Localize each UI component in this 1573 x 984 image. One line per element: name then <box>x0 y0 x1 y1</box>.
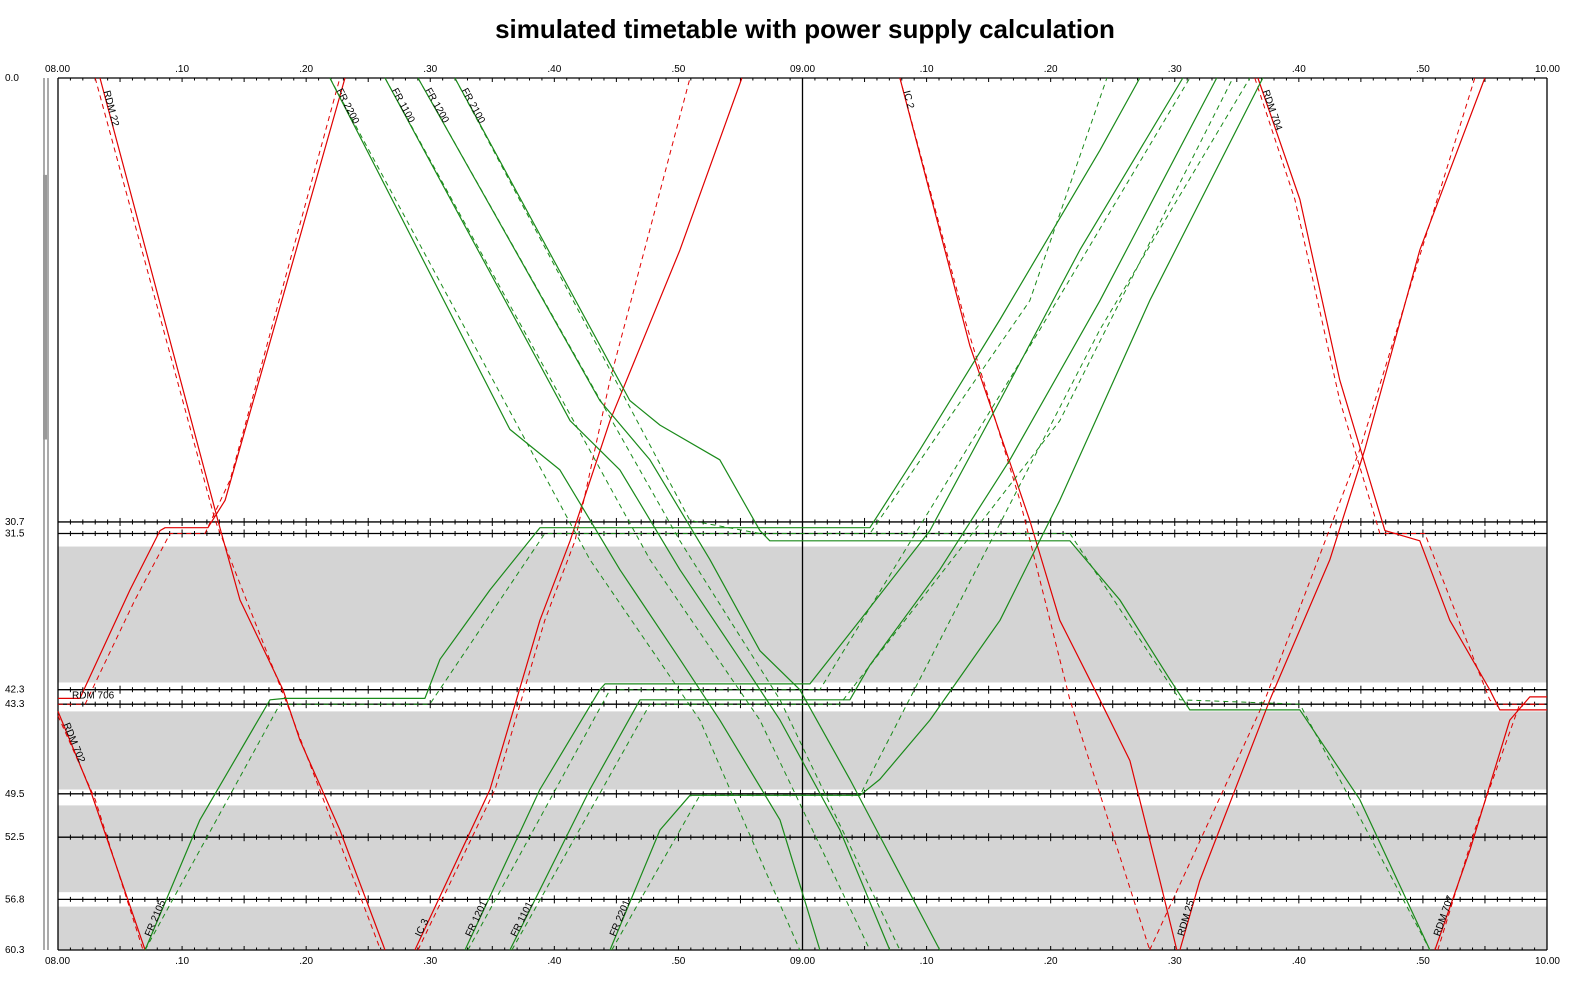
train-planned-path <box>94 77 382 951</box>
train-actual-path[interactable] <box>464 77 1184 951</box>
train-actual-path[interactable] <box>58 77 346 700</box>
station-km-label: 30.7 <box>5 517 25 528</box>
time-tick-label-bottom: .50 <box>671 956 685 967</box>
time-tick-label-bottom: .10 <box>920 956 934 967</box>
train-actual-path[interactable] <box>609 77 1264 951</box>
train-actual-path[interactable] <box>509 77 1218 951</box>
train-label: FR 1200 <box>422 86 451 125</box>
time-tick-label-top: .40 <box>1292 64 1306 75</box>
time-tick-label-top: .10 <box>175 64 189 75</box>
train-label: FR 1100 <box>389 86 417 125</box>
time-tick-label-bottom: .20 <box>299 956 313 967</box>
time-tick-label-bottom: .50 <box>1416 956 1430 967</box>
train-actual-path[interactable] <box>99 77 386 951</box>
train-planned-path <box>417 77 691 951</box>
time-tick-label-top: .20 <box>1044 64 1058 75</box>
train-planned-path <box>1254 77 1547 705</box>
train-planned-path <box>899 77 1151 951</box>
train-label: IC 2 <box>900 90 915 111</box>
train-actual-path[interactable] <box>384 77 891 951</box>
chart-title: simulated timetable with power supply ca… <box>495 14 1115 44</box>
train-label: FR 2100 <box>459 86 487 125</box>
train-label: RDM 704 <box>1260 89 1284 133</box>
train-label: RDM 706 <box>72 690 115 701</box>
train-planned-path <box>57 715 144 951</box>
time-tick-label-top: .50 <box>671 64 685 75</box>
train-actual-path[interactable] <box>454 77 1431 951</box>
time-tick-label-top: 10.00 <box>1535 64 1560 75</box>
train-actual-path[interactable] <box>1257 77 1547 711</box>
left-section-marker <box>43 174 47 440</box>
time-tick-label-bottom: .40 <box>547 956 561 967</box>
train-planned-path <box>144 77 1108 951</box>
train-planned-path <box>58 77 341 705</box>
time-tick-label-bottom: 08.00 <box>45 956 70 967</box>
time-tick-label-bottom: .40 <box>1292 956 1306 967</box>
train-paths <box>57 77 1547 951</box>
time-tick-label-bottom: .20 <box>1044 956 1058 967</box>
train-actual-path[interactable] <box>899 77 1178 951</box>
train-actual-path[interactable] <box>1179 77 1486 951</box>
station-km-label: 31.5 <box>5 529 25 540</box>
time-tick-label-bottom: .30 <box>423 956 437 967</box>
time-tick-label-top: .10 <box>920 64 934 75</box>
train-label: FR 2200 <box>334 87 361 127</box>
train-planned-path <box>511 77 1234 951</box>
train-planned-path <box>384 77 871 951</box>
station-km-label: 42.3 <box>5 685 25 696</box>
time-tick-label-top: .50 <box>1416 64 1430 75</box>
time-tick-label-top: 08.00 <box>45 64 70 75</box>
train-actual-path[interactable] <box>414 77 743 951</box>
station-km-label: 43.3 <box>5 699 25 710</box>
time-tick-label-bottom: 10.00 <box>1535 956 1560 967</box>
train-planned-path <box>329 77 801 951</box>
time-axis: 08.00 08.00 .10 .10 .20 .20 .30 .30 .40 .40 .50 .50… <box>45 64 1560 967</box>
time-tick-label-bottom: .30 <box>1168 956 1182 967</box>
station-km-label: 0.0 <box>5 73 19 84</box>
left-axis <box>43 78 49 950</box>
train-planned-path <box>454 77 1431 951</box>
station-km-label: 49.5 <box>5 789 25 800</box>
train-actual-path[interactable] <box>417 77 941 951</box>
time-tick-label-top: .30 <box>1168 64 1182 75</box>
train-planned-path <box>1437 703 1547 951</box>
time-tick-label-bottom: 09.00 <box>790 956 815 967</box>
train-planned-path <box>1149 77 1476 951</box>
time-tick-label-top: .20 <box>299 64 313 75</box>
train-planned-path <box>467 77 1191 951</box>
station-km-label: 60.3 <box>5 945 25 956</box>
train-actual-path[interactable] <box>1434 696 1547 951</box>
time-tick-label-top: 09.00 <box>790 64 815 75</box>
station-km-label: 56.8 <box>5 894 25 905</box>
station-km-label: 52.5 <box>5 832 25 843</box>
train-actual-path[interactable] <box>57 711 146 951</box>
time-tick-label-top: .40 <box>547 64 561 75</box>
time-tick-label-top: .30 <box>423 64 437 75</box>
train-actual-path[interactable] <box>329 77 821 951</box>
train-actual-path[interactable] <box>144 77 1141 951</box>
train-planned-path <box>611 77 1251 951</box>
time-tick-label-bottom: .10 <box>175 956 189 967</box>
